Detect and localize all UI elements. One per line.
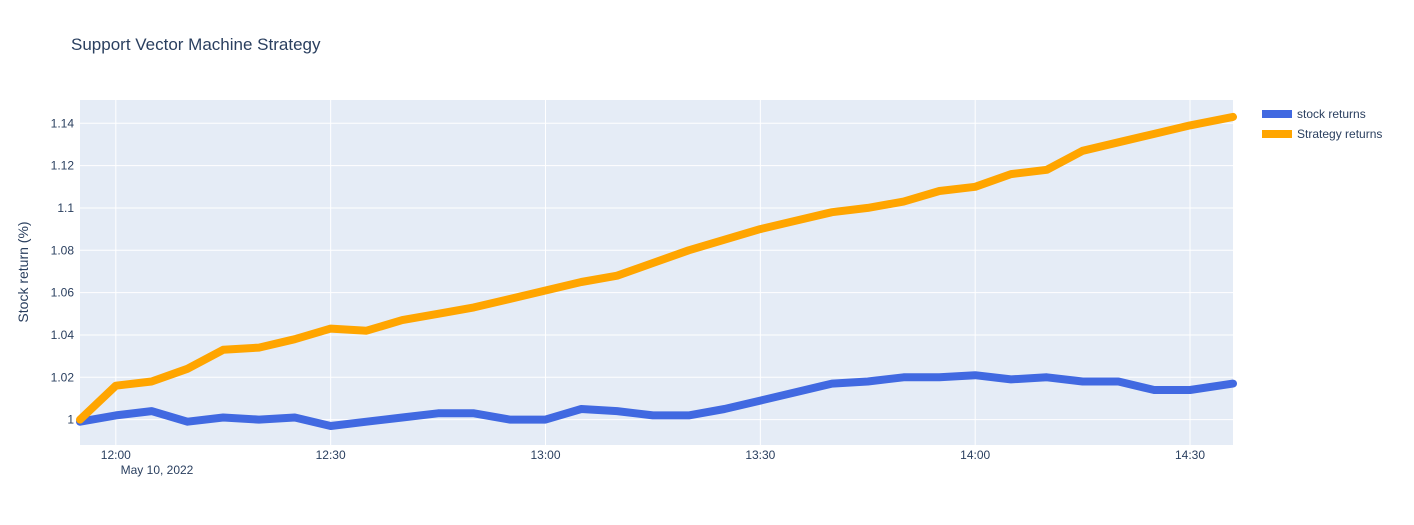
plot-area — [80, 100, 1233, 445]
y-tick-label: 1 — [67, 413, 74, 427]
y-tick-label: 1.08 — [51, 243, 75, 257]
legend-label-0[interactable]: stock returns — [1297, 107, 1366, 121]
series-line-0 — [76, 371, 1237, 430]
legend-label-1[interactable]: Strategy returns — [1297, 127, 1382, 141]
y-tick-label: 1.12 — [51, 159, 75, 173]
series-lines — [76, 112, 1237, 430]
y-tick-label: 1.14 — [51, 116, 75, 130]
x-axis-date-label: May 10, 2022 — [121, 463, 194, 477]
y-tick-label: 1.06 — [51, 286, 75, 300]
y-axis: 1 1.02 1.04 1.06 1.08 1.1 1.12 1.14 — [51, 116, 75, 426]
x-tick-label: 12:30 — [316, 448, 346, 462]
legend[interactable]: stock returns Strategy returns — [1262, 107, 1382, 141]
x-tick-label: 14:30 — [1175, 448, 1205, 462]
x-axis: 12:00 12:30 13:00 13:30 14:00 14:30 — [101, 448, 1206, 462]
y-tick-label: 1.04 — [51, 328, 75, 342]
series-line-1 — [76, 112, 1237, 424]
x-tick-label: 13:00 — [530, 448, 560, 462]
chart-title: Support Vector Machine Strategy — [71, 35, 321, 54]
y-tick-label: 1.02 — [51, 370, 75, 384]
y-axis-label: Stock return (%) — [15, 221, 31, 322]
y-tick-label: 1.1 — [57, 201, 74, 215]
x-tick-label: 12:00 — [101, 448, 131, 462]
x-tick-label: 14:00 — [960, 448, 990, 462]
x-tick-label: 13:30 — [745, 448, 775, 462]
